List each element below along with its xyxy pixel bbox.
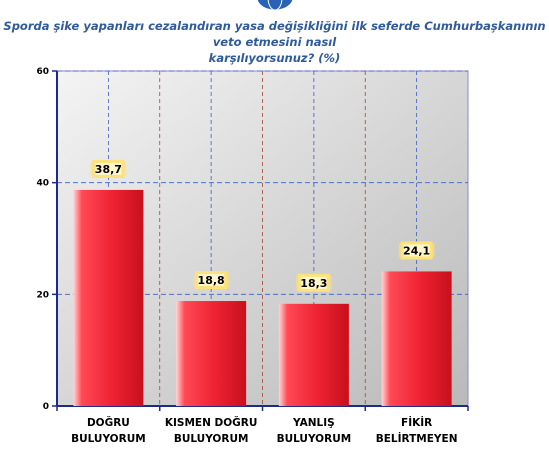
bar (381, 271, 452, 406)
category-label: FİKİR (401, 415, 432, 429)
data-label-box-inner (300, 276, 327, 289)
bar (73, 189, 144, 406)
chart-title-line-1: Sporda şike yapanları cezalandıran yasa … (3, 19, 546, 49)
data-label: 18,8 (198, 274, 225, 287)
y-tick-label: 60 (36, 67, 49, 77)
logo-globe-icon (256, 0, 294, 11)
category-label: BULUYORUM (71, 433, 146, 445)
category-label: KISMEN DOĞRU (165, 416, 258, 429)
category-label: DOĞRU (87, 416, 130, 429)
bars (73, 189, 452, 406)
category-label: BULUYORUM (277, 433, 352, 445)
data-label-box-inner (198, 274, 225, 287)
y-tick-label: 20 (36, 290, 49, 300)
data-label: 18,3 (300, 277, 327, 290)
chart-title: Sporda şike yapanları cezalandıran yasa … (0, 18, 549, 66)
category-labels: DOĞRU BULUYORUM KISMEN DOĞRU BULUYORUM YANLI… (71, 415, 457, 445)
y-tick-label: 0 (43, 402, 49, 412)
bar (278, 303, 349, 406)
chart-title-line-2: karşılıyorsunuz? (%) (208, 51, 341, 65)
data-label-box-inner (95, 162, 122, 175)
bar (176, 301, 247, 406)
category-label: BULUYORUM (174, 433, 249, 445)
category-label: YANLIŞ (292, 417, 335, 429)
data-label: 24,1 (403, 244, 430, 257)
data-labels: 38,7 18,8 18,3 24,1 (90, 159, 435, 292)
data-label-box-inner (403, 244, 430, 257)
y-tick-label: 40 (36, 179, 49, 189)
data-label: 38,7 (95, 163, 122, 176)
category-label: BELİRTMEYEN (376, 431, 458, 445)
